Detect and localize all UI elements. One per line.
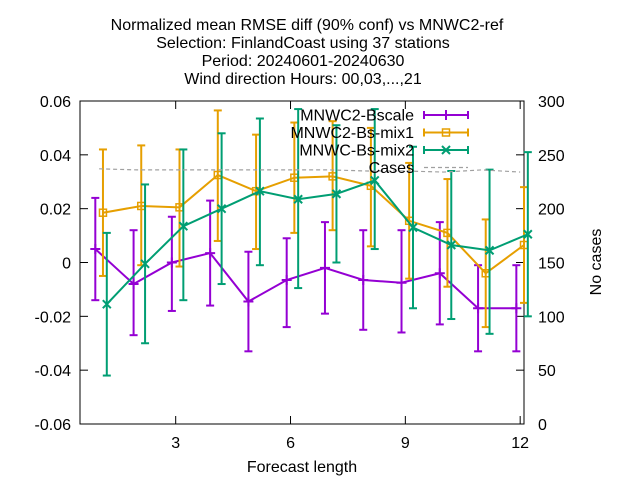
mnwc2-bscale-point: [90, 244, 101, 255]
mnwc2-bscale-point: [511, 303, 522, 314]
y2-axis-label: No cases: [588, 229, 605, 296]
x-axis-label: Forecast length: [247, 459, 357, 476]
mnwc-bs-mix2-point: [523, 229, 533, 239]
mnwc-bs-mix2-point: [140, 259, 150, 269]
mnwc-bs-mix2-point: [408, 222, 418, 233]
x-tick-label: 3: [171, 435, 180, 452]
series-cases: [99, 168, 521, 173]
mnwc-bs-mix2-point: [216, 203, 227, 214]
y-tick-label: -0.02: [35, 309, 72, 326]
y2-tick-label: 150: [538, 256, 565, 273]
mnwc-bs-mix2-line: [106, 179, 529, 305]
mnwc2-bscale-point: [358, 274, 369, 285]
y2-tick-label: 200: [538, 202, 565, 219]
mnwc-bs-mix2-point: [178, 221, 189, 231]
y2-axis-ticks: 0 50 100 150 200 250 300: [538, 94, 565, 434]
legend-marker-mnwc2-bscale: [441, 110, 451, 120]
y-axis-ticks: -0.06 -0.04 -0.02 0 0.02 0.04 0.06: [35, 94, 524, 434]
mnwc-bs-mix2-point: [331, 189, 342, 199]
series-mnwc2-bs-mix1: [98, 109, 529, 329]
mnwc-bs-mix2-point: [293, 194, 303, 204]
mnwc-bs-mix2-point: [370, 175, 380, 186]
mnwc-bs-mix2-point: [446, 240, 456, 250]
mnwc-bs-mix2-point: [255, 186, 265, 196]
y-tick-label: -0.06: [35, 417, 72, 434]
legend-marker-mnwc2-bs-mix1: [441, 128, 451, 137]
legend: MNWC2-BscaleMNWC2-Bs-mix1MNWC-Bs-mix2Cas…: [290, 108, 469, 177]
cases-line: [99, 168, 521, 173]
mnwc2-bs-mix1-line: [102, 173, 525, 275]
legend-label-mnwc-bs-mix2: MNWC-Bs-mix2: [299, 143, 414, 160]
chart-title-line-3: Period: 20240601-20240630: [202, 53, 405, 70]
legend-label-mnwc2-bscale: MNWC2-Bscale: [300, 108, 414, 125]
mnwc2-bscale-line: [94, 248, 517, 310]
y2-tick-label: 300: [538, 94, 565, 111]
mnwc2-bscale-point: [281, 274, 292, 285]
legend-label-cases: Cases: [369, 160, 414, 177]
y2-tick-label: 50: [538, 363, 556, 380]
y-tick-label: 0.02: [40, 202, 71, 219]
mnwc2-bscale-point: [128, 279, 139, 290]
y-tick-label: 0.04: [40, 148, 71, 165]
y2-tick-label: 0: [538, 417, 547, 434]
chart-title-line-2: Selection: FinlandCoast using 37 station…: [156, 35, 450, 52]
mnwc2-bscale-point: [473, 303, 484, 314]
y-tick-label: 0: [62, 256, 71, 273]
chart-title-line-1: Normalized mean RMSE diff (90% conf) vs …: [111, 17, 504, 34]
mnwc-bs-mix2-point: [102, 299, 112, 309]
mnwc2-bscale-point: [243, 296, 254, 307]
legend-label-mnwc2-bs-mix1: MNWC2-Bs-mix1: [290, 125, 414, 142]
series-layer: [90, 108, 533, 377]
y2-tick-label: 250: [538, 148, 565, 165]
y-tick-label: 0.06: [40, 94, 71, 111]
x-axis-ticks: 3 6 9 12: [171, 101, 529, 452]
mnwc-bs-mix2-point: [484, 245, 495, 256]
y-tick-label: -0.04: [35, 363, 72, 380]
x-tick-label: 9: [401, 435, 410, 452]
y2-tick-label: 100: [538, 309, 565, 326]
legend-marker-mnwc-bs-mix2: [441, 145, 451, 155]
series-mnwc2-bscale: [90, 196, 522, 353]
chart-title-line-4: Wind direction Hours: 00,03,...,21: [184, 71, 422, 88]
mnwc2-bscale-point: [205, 248, 216, 259]
x-tick-label: 12: [511, 435, 529, 452]
mnwc2-bscale-point: [319, 262, 330, 273]
mnwc2-bscale-point: [434, 268, 445, 279]
mnwc2-bscale-point: [396, 277, 407, 288]
series-mnwc-bs-mix2: [102, 108, 533, 377]
mnwc2-bs-mix1-point: [98, 208, 108, 217]
x-tick-label: 6: [286, 435, 295, 452]
mnwc2-bscale-point: [166, 257, 177, 268]
